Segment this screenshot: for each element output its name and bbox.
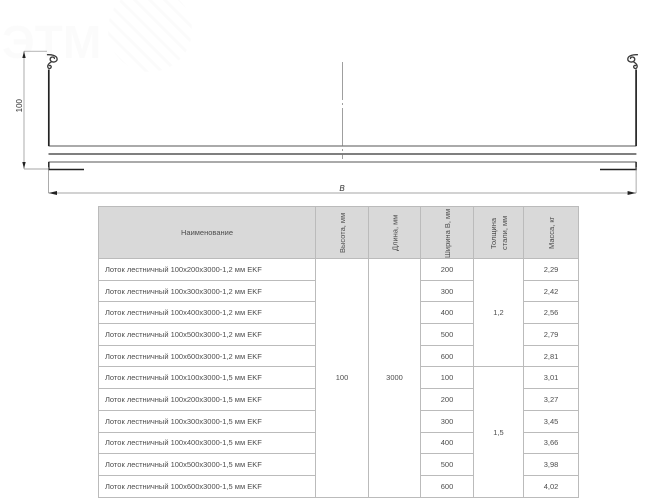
svg-text:B: B	[339, 184, 345, 193]
svg-text:ЭTM: ЭTM	[2, 16, 101, 68]
